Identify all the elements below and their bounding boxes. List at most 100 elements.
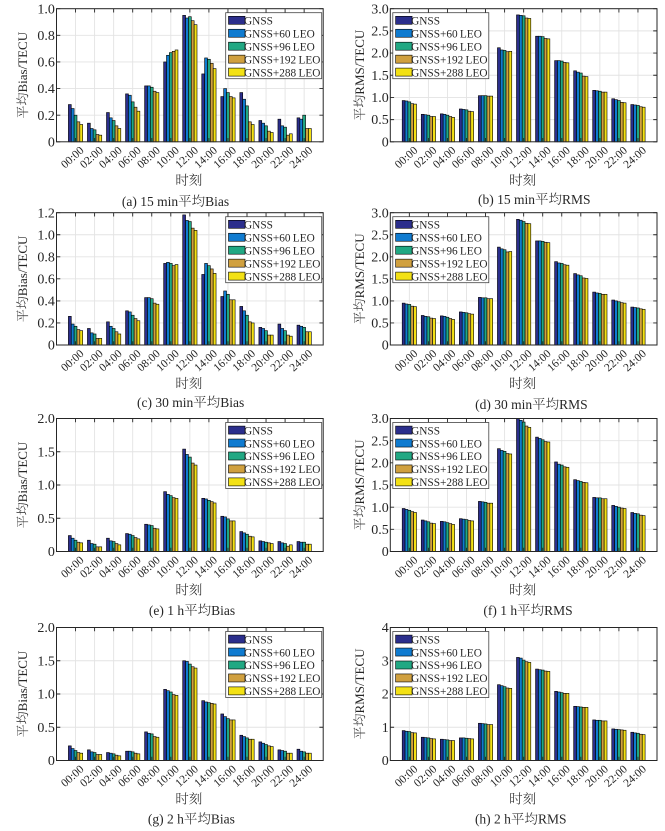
- svg-text:0: 0: [48, 339, 55, 354]
- svg-text:1.0: 1.0: [37, 688, 55, 703]
- svg-text:1.5: 1.5: [371, 69, 389, 84]
- svg-text:GNSS+60 LEO: GNSS+60 LEO: [411, 28, 482, 40]
- svg-text:2.0: 2.0: [37, 621, 55, 636]
- svg-text:GNSS: GNSS: [244, 425, 273, 437]
- svg-text:1.2: 1.2: [37, 206, 55, 221]
- svg-text:(f) 1 h: (f) 1 h: [483, 603, 517, 618]
- svg-text:GNSS+288 LEO: GNSS+288 LEO: [244, 271, 320, 283]
- svg-text:(g) 2 h: (g) 2 h: [148, 812, 184, 827]
- svg-text:Bias: Bias: [220, 395, 244, 410]
- svg-text:0: 0: [382, 135, 389, 150]
- svg-text:4: 4: [382, 621, 389, 636]
- svg-text:GNSS+192 LEO: GNSS+192 LEO: [244, 464, 320, 476]
- svg-text:1.0: 1.0: [371, 501, 389, 516]
- svg-text:GNSS: GNSS: [244, 16, 273, 28]
- svg-text:GNSS+60 LEO: GNSS+60 LEO: [244, 647, 315, 659]
- svg-text:GNSS: GNSS: [244, 634, 273, 646]
- svg-text:0.4: 0.4: [37, 82, 55, 97]
- svg-text:0.6: 0.6: [37, 272, 55, 287]
- svg-text:(b) 15 min: (b) 15 min: [478, 192, 535, 207]
- svg-text:0.5: 0.5: [371, 317, 389, 332]
- svg-text:2.5: 2.5: [371, 24, 389, 39]
- svg-text:GNSS: GNSS: [411, 16, 440, 28]
- svg-text:GNSS+60 LEO: GNSS+60 LEO: [244, 28, 315, 40]
- svg-text:GNSS+288 LEO: GNSS+288 LEO: [411, 67, 487, 79]
- svg-text:3.0: 3.0: [371, 206, 389, 221]
- svg-text:0: 0: [382, 754, 389, 769]
- svg-text:0: 0: [382, 545, 389, 560]
- svg-text:2.5: 2.5: [371, 434, 389, 449]
- svg-text:GNSS+192 LEO: GNSS+192 LEO: [411, 258, 487, 270]
- svg-text:GNSS+96 LEO: GNSS+96 LEO: [411, 451, 482, 463]
- svg-text:RMS: RMS: [538, 812, 567, 827]
- svg-text:Bias: Bias: [205, 194, 229, 209]
- svg-text:0.6: 0.6: [37, 56, 55, 71]
- svg-text:1.5: 1.5: [371, 272, 389, 287]
- svg-text:0.5: 0.5: [371, 113, 389, 128]
- svg-text:0: 0: [48, 545, 55, 560]
- svg-text:GNSS: GNSS: [244, 220, 273, 232]
- svg-text:GNSS+192 LEO: GNSS+192 LEO: [411, 464, 487, 476]
- svg-text:1: 1: [382, 721, 389, 736]
- svg-text:0.8: 0.8: [37, 250, 55, 265]
- svg-text:1.5: 1.5: [37, 445, 55, 460]
- svg-text:GNSS+96 LEO: GNSS+96 LEO: [244, 660, 315, 672]
- svg-text:GNSS+60 LEO: GNSS+60 LEO: [244, 438, 315, 450]
- svg-text:RMS: RMS: [562, 192, 591, 207]
- svg-text:GNSS+96 LEO: GNSS+96 LEO: [244, 41, 315, 53]
- svg-text:1.0: 1.0: [37, 228, 55, 243]
- svg-text:RMS: RMS: [544, 603, 573, 618]
- svg-text:3.0: 3.0: [371, 412, 389, 427]
- svg-text:(d) 30 min: (d) 30 min: [475, 397, 532, 412]
- svg-text:GNSS+192 LEO: GNSS+192 LEO: [411, 673, 487, 685]
- svg-text:RMS/TECU: RMS/TECU: [352, 648, 367, 714]
- svg-text:GNSS+60 LEO: GNSS+60 LEO: [244, 232, 315, 244]
- svg-text:GNSS+288 LEO: GNSS+288 LEO: [411, 271, 487, 283]
- svg-text:0.5: 0.5: [371, 523, 389, 538]
- svg-text:GNSS+288 LEO: GNSS+288 LEO: [411, 477, 487, 489]
- svg-text:Bias/TECU: Bias/TECU: [15, 441, 30, 502]
- svg-text:GNSS+288 LEO: GNSS+288 LEO: [244, 67, 320, 79]
- svg-text:2.0: 2.0: [371, 456, 389, 471]
- svg-text:0: 0: [48, 135, 55, 150]
- svg-text:0.5: 0.5: [37, 721, 55, 736]
- svg-text:RMS/TECU: RMS/TECU: [352, 233, 367, 299]
- svg-text:GNSS+288 LEO: GNSS+288 LEO: [244, 477, 320, 489]
- svg-text:GNSS+288 LEO: GNSS+288 LEO: [411, 686, 487, 698]
- svg-text:2.0: 2.0: [371, 250, 389, 265]
- svg-text:GNSS: GNSS: [411, 425, 440, 437]
- svg-text:GNSS+96 LEO: GNSS+96 LEO: [411, 41, 482, 53]
- svg-text:RMS/TECU: RMS/TECU: [352, 439, 367, 505]
- svg-text:0: 0: [48, 754, 55, 769]
- svg-text:(a) 15 min: (a) 15 min: [122, 194, 178, 209]
- svg-text:0.8: 0.8: [37, 29, 55, 44]
- svg-text:1.0: 1.0: [371, 91, 389, 106]
- svg-text:GNSS+192 LEO: GNSS+192 LEO: [244, 673, 320, 685]
- svg-text:1.5: 1.5: [371, 479, 389, 494]
- svg-text:0.5: 0.5: [37, 512, 55, 527]
- svg-text:2: 2: [382, 688, 389, 703]
- svg-text:GNSS+60 LEO: GNSS+60 LEO: [411, 232, 482, 244]
- svg-text:2.0: 2.0: [37, 412, 55, 427]
- svg-text:3.0: 3.0: [371, 2, 389, 17]
- svg-text:1.0: 1.0: [37, 479, 55, 494]
- svg-text:2.5: 2.5: [371, 228, 389, 243]
- svg-text:RMS: RMS: [559, 397, 588, 412]
- svg-text:GNSS+96 LEO: GNSS+96 LEO: [244, 245, 315, 257]
- svg-text:Bias/TECU: Bias/TECU: [15, 650, 30, 711]
- svg-text:GNSS+96 LEO: GNSS+96 LEO: [244, 451, 315, 463]
- svg-text:GNSS: GNSS: [411, 634, 440, 646]
- svg-text:Bias: Bias: [211, 812, 235, 827]
- svg-text:1.0: 1.0: [371, 295, 389, 310]
- svg-text:GNSS+192 LEO: GNSS+192 LEO: [244, 54, 320, 66]
- svg-text:Bias: Bias: [211, 603, 235, 618]
- svg-text:0.2: 0.2: [37, 317, 55, 332]
- svg-text:RMS/TECU: RMS/TECU: [352, 29, 367, 95]
- svg-text:0.2: 0.2: [37, 109, 55, 124]
- svg-text:GNSS+96 LEO: GNSS+96 LEO: [411, 245, 482, 257]
- svg-text:GNSS+96 LEO: GNSS+96 LEO: [411, 660, 482, 672]
- svg-text:Bias/TECU: Bias/TECU: [15, 31, 30, 92]
- svg-text:0: 0: [382, 339, 389, 354]
- svg-text:(c) 30 min: (c) 30 min: [137, 395, 193, 410]
- svg-text:2.0: 2.0: [371, 47, 389, 62]
